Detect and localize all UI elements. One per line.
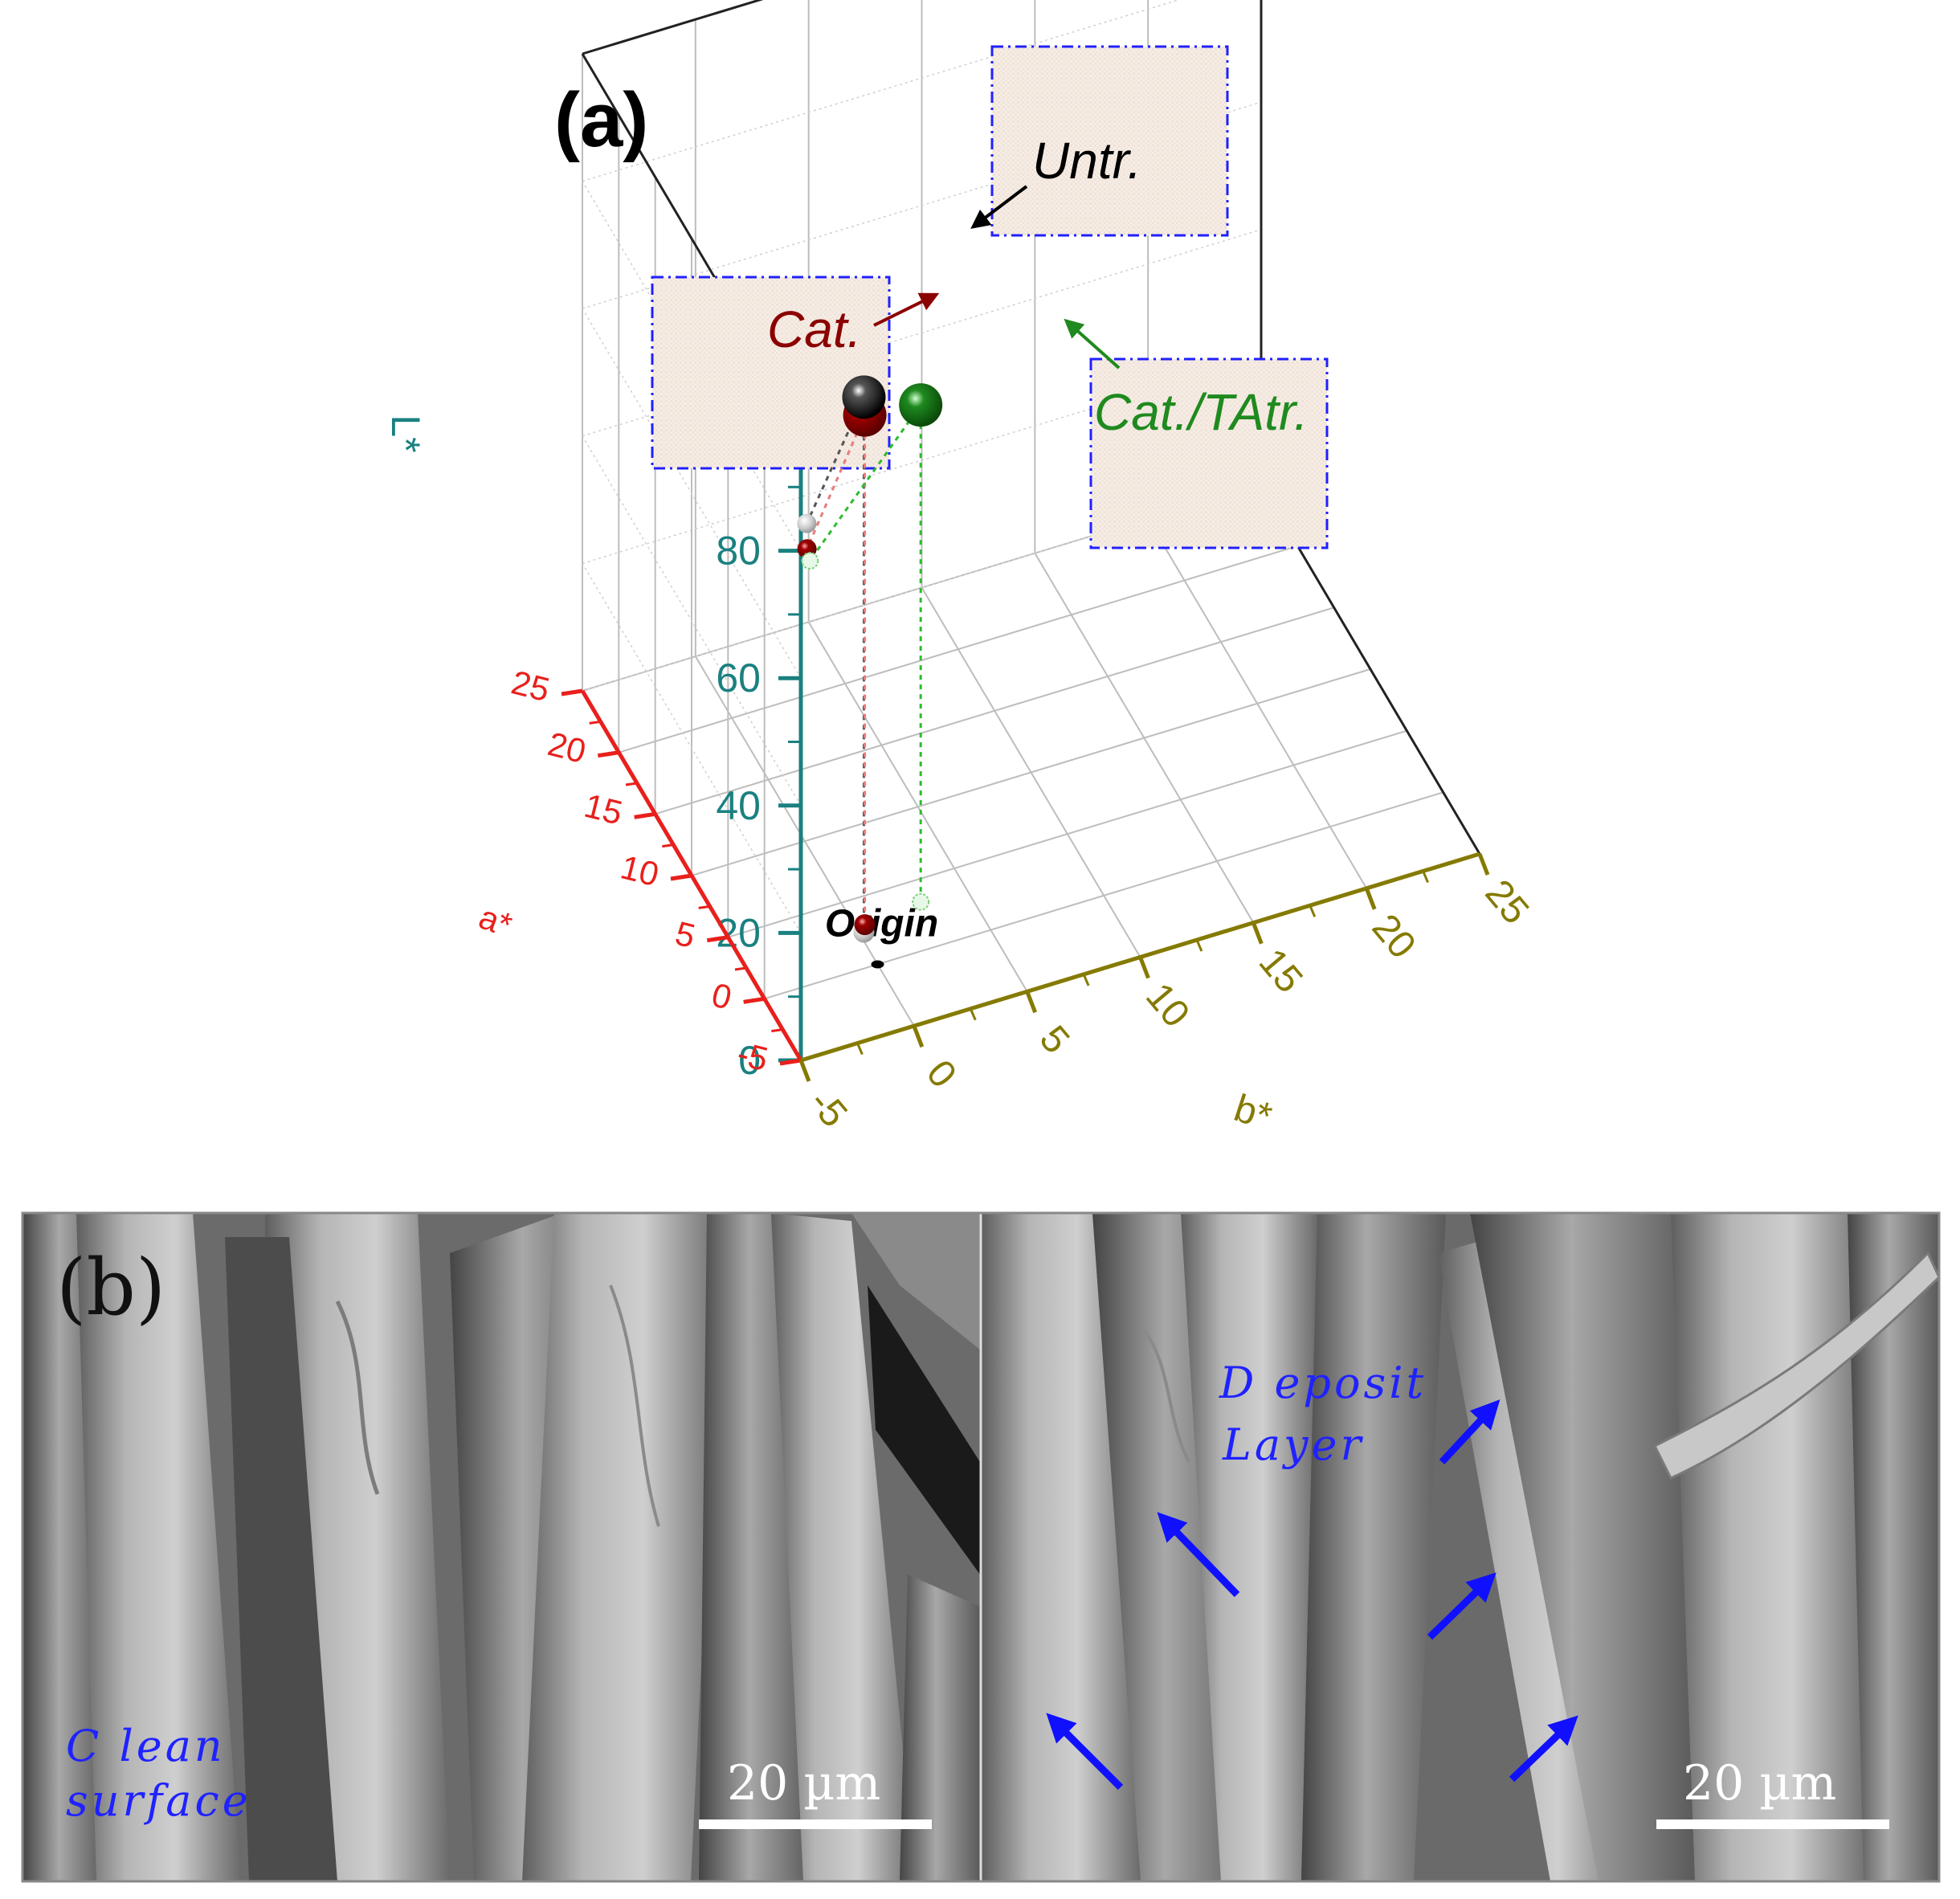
a-axis-label: a*: [474, 898, 517, 945]
sidewall-l-grid-1: [582, 563, 802, 933]
b-tick-label-4: 15: [1251, 941, 1311, 1001]
a-axis-minor-2: [698, 905, 710, 909]
l-tick-label-1: 20: [716, 910, 761, 955]
a-axis-tick-0: [779, 1058, 802, 1066]
a-axis-minor-5: [589, 720, 601, 725]
a-tick-label-6: 25: [508, 663, 553, 709]
a-axis-minor-3: [662, 843, 674, 848]
b-axis-tick-5: [1364, 887, 1377, 910]
l-tick-label-3: 60: [716, 655, 761, 700]
deposit-arrow-1: [1157, 1512, 1240, 1598]
a-axis-tick-1: [743, 996, 766, 1004]
wall-marker-2: [801, 552, 819, 570]
l-tick-label-4: 80: [716, 529, 761, 574]
floor-grid-b-4: [1034, 553, 1255, 924]
a-axis-minor-4: [625, 782, 638, 786]
b-tick-label-1: 0: [918, 1052, 965, 1097]
axes: 020406080100L*-50510152025a*-50510152025…: [383, 401, 1537, 1138]
deposit-layer-label-line1: D eposit: [1219, 1358, 1427, 1408]
scale-bar-right: [1656, 1819, 1889, 1829]
floor-grid-b-5: [1147, 518, 1368, 889]
b-tick-label-2: 5: [1031, 1018, 1078, 1062]
wall-marker-0: [797, 513, 817, 533]
b-axis-label: b*: [1229, 1087, 1277, 1138]
b-axis-minor-2: [1082, 974, 1090, 986]
b-tick-label-5: 20: [1364, 906, 1424, 966]
b-tick-label-3: 10: [1137, 975, 1198, 1035]
cat-tatr-arrow: [1064, 318, 1121, 370]
data-points: [797, 375, 943, 943]
sem-border: [21, 1211, 1941, 1883]
swatch-catalyst-tatr: [1089, 357, 1329, 549]
b-tick-label-6: 25: [1476, 872, 1537, 933]
a-axis-tick-3: [670, 873, 692, 881]
backwall-l-grid-4: [582, 0, 1181, 182]
deposit-arrows: [1046, 1399, 1578, 1791]
cat-tatr-label: Cat./TAtr.: [1094, 383, 1309, 441]
b-axis-minor-1: [969, 1008, 977, 1021]
b-axis-tick-3: [1138, 956, 1150, 979]
panel-b-sem-images: C lean surface D eposit Layer 20 µm 20 µ…: [21, 1211, 1941, 1883]
sidewall-l-grid-3: [582, 308, 802, 679]
deposit-arrow-2: [1046, 1713, 1124, 1791]
sidewall-l-grid-2: [582, 435, 802, 807]
sem-image-treated: [982, 1213, 1939, 1881]
b-axis-tick-6: [1477, 853, 1490, 876]
b-axis-minor-3: [1195, 939, 1203, 952]
scale-bar-right-label: 20 µm: [1683, 1755, 1836, 1811]
untr-label: Untr.: [1032, 132, 1141, 190]
b-tick-label-0: -5: [801, 1082, 855, 1136]
b-axis-tick-2: [1025, 990, 1037, 1014]
a-axis-tick-4: [634, 811, 656, 819]
panel-a-label: (a): [554, 77, 648, 163]
untr-arrow: [970, 185, 1028, 229]
b-axis-minor-4: [1309, 905, 1317, 917]
origin-marker: [871, 960, 884, 969]
a-tick-label-4: 15: [581, 786, 627, 832]
b-axis-minor-5: [1422, 870, 1429, 884]
scale-bar-left-label: 20 µm: [727, 1755, 880, 1811]
panel-a-3d-scatter: 020406080100L*-50510152025a*-50510152025…: [383, 0, 1537, 1138]
b-axis-tick-1: [912, 1025, 925, 1048]
a-axis-minor-1: [734, 966, 747, 971]
a-tick-label-1: 0: [708, 975, 735, 1016]
floor-marker-1: [854, 914, 876, 936]
deposit-arrow-5: [1509, 1715, 1578, 1783]
clean-surface-label-line1: C lean: [66, 1721, 226, 1771]
deposit-arrow-4: [1427, 1572, 1497, 1640]
a-tick-label-3: 10: [617, 847, 663, 893]
swatch-catalyst: [651, 276, 891, 470]
a-axis-minor-0: [771, 1028, 783, 1033]
floor-grid-a-5: [619, 545, 1298, 753]
deposit-layer-label-line2: Layer: [1222, 1419, 1364, 1470]
proj-wall-2: [809, 404, 922, 562]
scale-bar-left: [699, 1819, 932, 1829]
l-tick-label-2: 40: [716, 783, 761, 828]
clean-surface-label-line2: surface: [66, 1775, 251, 1826]
floor-marker-2: [912, 892, 930, 911]
l-axis-label: L*: [383, 415, 428, 452]
deposit-arrow-3: [1439, 1399, 1501, 1465]
projection-lines: [805, 396, 922, 933]
cat-arrow: [873, 292, 940, 327]
b-axis-minor-0: [856, 1042, 864, 1056]
cat-label: Cat.: [767, 300, 861, 358]
a-tick-label-5: 20: [544, 725, 590, 770]
box-top-back: [582, 0, 764, 55]
point-untr-: [842, 375, 886, 419]
sem-image-untreated: [22, 1213, 980, 1881]
point-cat-tatr-: [899, 383, 943, 427]
a-axis-tick-5: [597, 750, 619, 758]
a-axis-tick-6: [561, 688, 583, 696]
swatch-untreated: [990, 45, 1229, 237]
l-tick-label-0: 0: [738, 1038, 761, 1083]
a-tick-label-2: 5: [672, 914, 699, 955]
b-axis-tick-0: [798, 1060, 811, 1082]
panel-b-label: (b): [56, 1243, 165, 1333]
b-axis-tick-4: [1252, 921, 1264, 945]
a-axis-tick-2: [706, 935, 729, 943]
